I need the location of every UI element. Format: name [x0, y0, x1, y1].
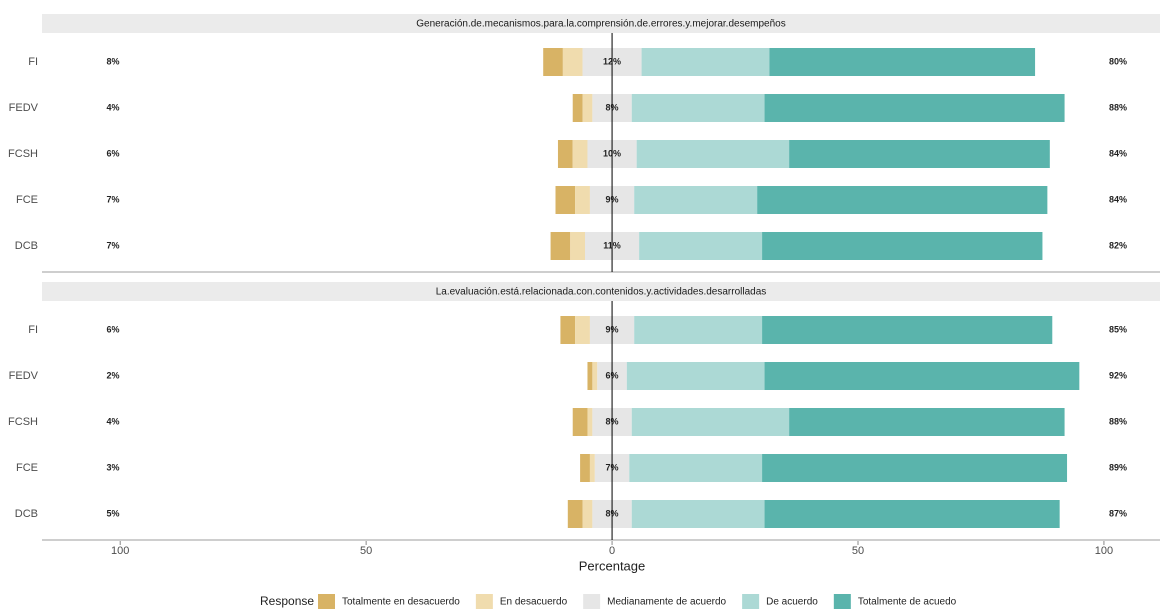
x-tick-label: 0 [609, 545, 615, 557]
category-label: FCSH [8, 148, 38, 160]
bar-segment [762, 454, 1068, 482]
bar-segment [626, 362, 765, 390]
category-label: FEDV [9, 102, 39, 114]
low-percent: 6% [106, 324, 119, 334]
low-percent: 4% [106, 102, 119, 112]
bar-segment [582, 500, 593, 528]
low-percent: 7% [106, 194, 119, 204]
legend-swatch [475, 594, 493, 609]
bar-segment [562, 48, 583, 76]
legend-label: Medianamente de acuerdo [607, 597, 726, 608]
bar-segment [543, 48, 563, 76]
high-percent: 88% [1109, 416, 1127, 426]
bar-segment [629, 454, 763, 482]
bar-segment [757, 186, 1048, 214]
bar-segment [580, 454, 590, 482]
category-label: FCE [16, 194, 38, 206]
bar-segment [631, 500, 765, 528]
high-percent: 92% [1109, 370, 1127, 380]
category-label: DCB [15, 508, 38, 520]
bar-segment [567, 500, 583, 528]
panel-title: Generación.de.mecanismos.para.la.compren… [416, 19, 785, 30]
bar-segment [560, 316, 576, 344]
low-percent: 8% [106, 56, 119, 66]
legend-label: En desacuerdo [500, 597, 568, 608]
bar-segment [634, 186, 758, 214]
category-label: FEDV [9, 370, 39, 382]
bar-segment [631, 94, 765, 122]
bar-segment [634, 316, 763, 344]
bar-segment [589, 454, 595, 482]
category-label: FCSH [8, 416, 38, 428]
bar-segment [764, 94, 1065, 122]
high-percent: 80% [1109, 56, 1127, 66]
bar-segment [572, 140, 588, 168]
bar-segment [550, 232, 571, 260]
x-tick-label: 50 [852, 545, 864, 557]
bar-segment [575, 316, 590, 344]
bar-segment [631, 408, 790, 436]
x-tick-label: 50 [360, 545, 372, 557]
bar-segment [639, 232, 763, 260]
strip-background [42, 14, 1160, 33]
low-percent: 5% [106, 508, 119, 518]
high-percent: 84% [1109, 148, 1127, 158]
high-percent: 88% [1109, 102, 1127, 112]
category-label: FI [28, 56, 38, 68]
bar-segment [592, 362, 598, 390]
legend-swatch [583, 594, 601, 609]
bar-segment [641, 48, 770, 76]
legend-label: Totalmente de acuedo [858, 597, 957, 608]
high-percent: 82% [1109, 240, 1127, 250]
bar-segment [582, 94, 593, 122]
bar-segment [636, 140, 790, 168]
panel-title: La.evaluación.está.relacionada.con.conte… [436, 287, 767, 298]
bar-segment [789, 408, 1065, 436]
x-axis-title: Percentage [579, 558, 646, 573]
low-percent: 4% [106, 416, 119, 426]
bar-segment [572, 408, 588, 436]
legend-swatch [318, 594, 335, 609]
legend-label: Totalmente en desacuerdo [342, 597, 460, 608]
strip-background [42, 282, 1160, 301]
bar-segment [555, 186, 576, 214]
bar-segment [789, 140, 1050, 168]
bar-segment [570, 232, 586, 260]
low-percent: 6% [106, 148, 119, 158]
high-percent: 85% [1109, 324, 1127, 334]
bar-segment [764, 362, 1080, 390]
bar-segment [572, 94, 583, 122]
low-percent: 3% [106, 462, 119, 472]
bar-segment [587, 408, 593, 436]
x-tick-label: 100 [1095, 545, 1113, 557]
high-percent: 84% [1109, 194, 1127, 204]
x-tick-label: 100 [111, 545, 129, 557]
legend-label: De acuerdo [766, 597, 818, 608]
category-label: DCB [15, 240, 38, 252]
bar-segment [575, 186, 590, 214]
bar-segment [769, 48, 1036, 76]
low-percent: 7% [106, 240, 119, 250]
bar-segment [762, 232, 1043, 260]
legend-swatch [742, 594, 760, 609]
bar-segment [557, 140, 573, 168]
low-percent: 2% [106, 370, 119, 380]
high-percent: 89% [1109, 462, 1127, 472]
category-label: FCE [16, 462, 38, 474]
bar-segment [764, 500, 1060, 528]
legend-swatch [833, 594, 851, 609]
bar-segment [762, 316, 1053, 344]
legend-title: Response [260, 594, 314, 608]
bar-segment [587, 362, 593, 390]
high-percent: 87% [1109, 508, 1127, 518]
category-label: FI [28, 324, 38, 336]
